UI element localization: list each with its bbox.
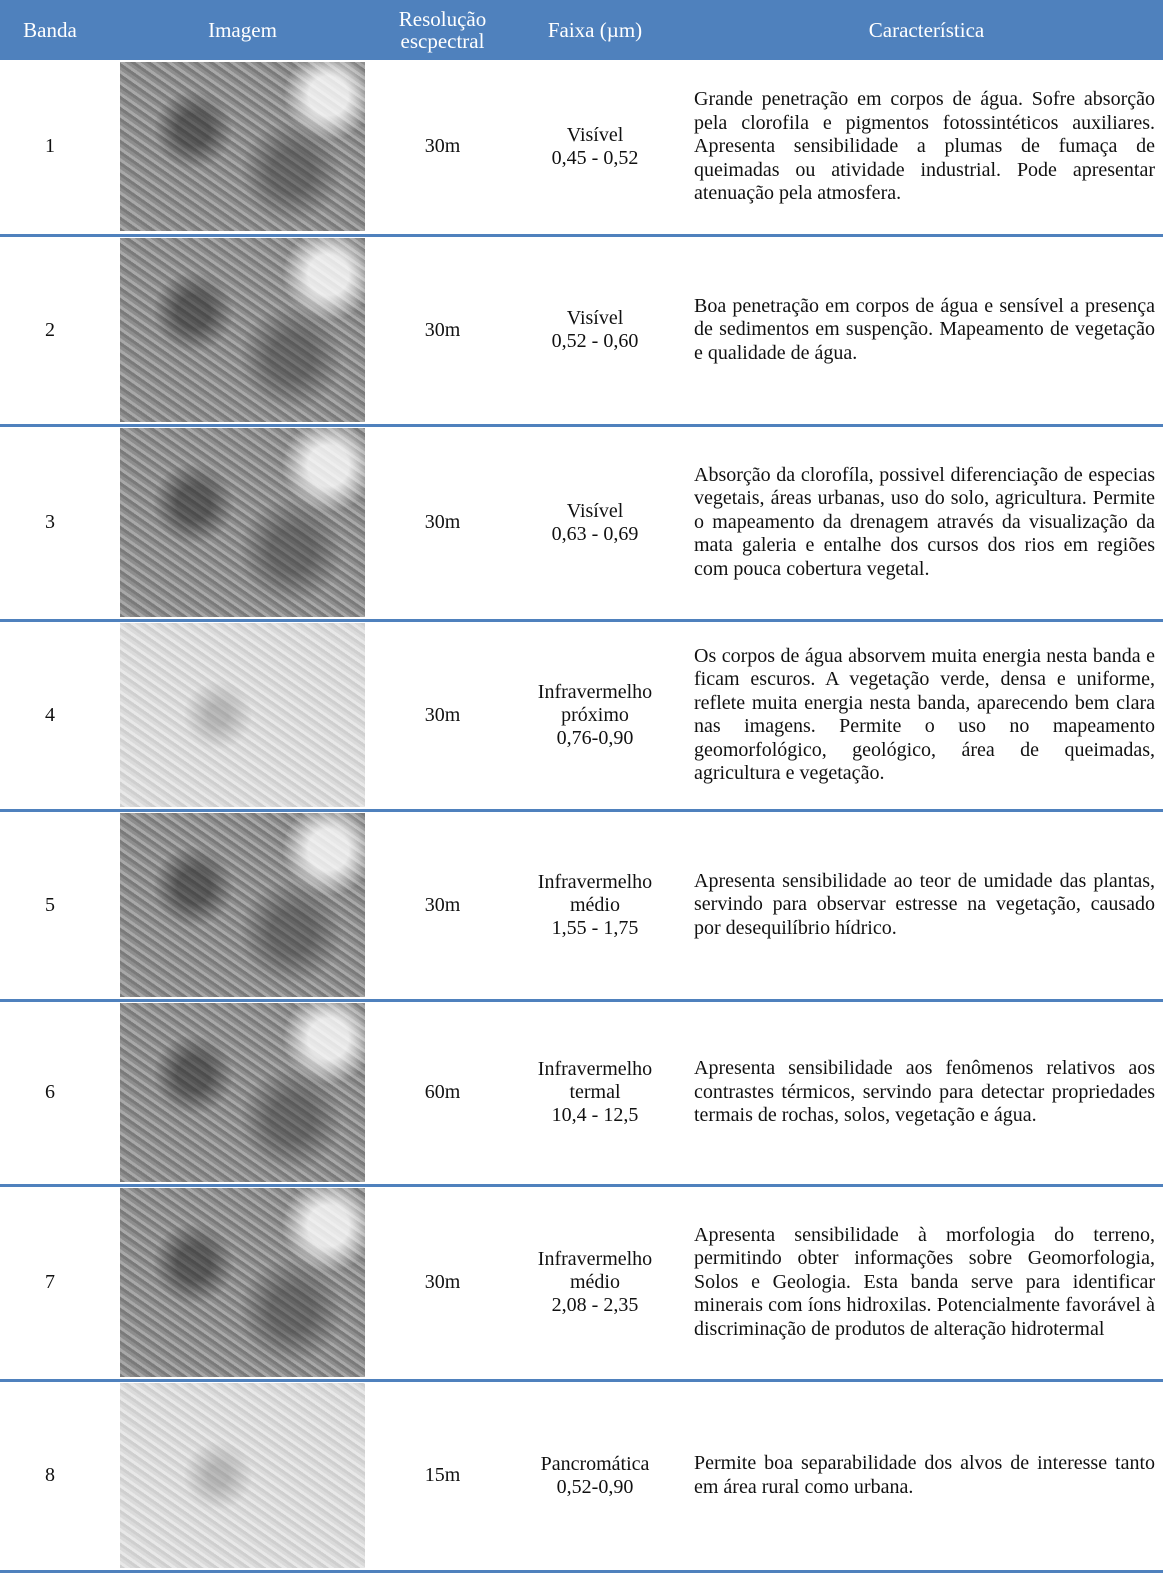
range-cell: Infravermelho médio 1,55 - 1,75 [500,810,690,1002]
image-cell [100,60,385,237]
satellite-image [120,238,365,422]
range-line: Infravermelho [537,870,653,893]
resolution-cell: 60m [385,1000,500,1187]
resolution-cell: 30m [385,235,500,427]
range-cell: Infravermelho termal 10,4 - 12,5 [500,1000,690,1187]
resolution-cell: 15m [385,1380,500,1573]
band-cell: 4 [0,620,100,812]
range-line: médio [570,893,620,916]
image-cell [100,620,385,812]
range-line: 10,4 - 12,5 [551,1104,639,1126]
range-cell: Visível 0,52 - 0,60 [500,235,690,427]
band-cell: 8 [0,1380,100,1573]
table-row: 6 60m Infravermelho termal 10,4 - 12,5 Aprese… [0,1000,1163,1187]
band-cell: 2 [0,235,100,427]
range-line: 1,55 - 1,75 [551,916,639,939]
satellite-image [120,623,365,807]
band-cell: 7 [0,1185,100,1382]
satellite-image [120,62,365,232]
table-row: 8 15m Pancromática 0,52-0,90 Permite boa sep… [0,1380,1163,1573]
resolution-cell: 30m [385,425,500,622]
band-cell: 1 [0,60,100,237]
image-cell [100,1380,385,1573]
description-cell: Absorção da clorofíla, possivel diferenc… [690,425,1163,622]
range-line: Pancromática [540,1452,650,1475]
table-row: 3 30m Visível 0,63 - 0,69 Absorção da clorof… [0,425,1163,622]
range-line: próximo [561,703,629,726]
range-cell: Infravermelho médio 2,08 - 2,35 [500,1185,690,1382]
resolution-cell: 30m [385,620,500,812]
table-row: 2 30m Visível 0,52 - 0,60 Boa penetração em … [0,235,1163,427]
description-cell: Os corpos de água absorvem muita energia… [690,620,1163,812]
band-cell: 3 [0,425,100,622]
resolution-cell: 30m [385,60,500,237]
range-line: 0,63 - 0,69 [551,522,639,545]
header-cell: Banda [0,0,100,60]
image-cell [100,1185,385,1382]
range-cell: Visível 0,63 - 0,69 [500,425,690,622]
resolution-cell: 30m [385,810,500,1002]
header-cell: Resolução escpectral [385,0,500,60]
range-line: 0,45 - 0,52 [551,146,639,169]
satellite-image [120,1188,365,1377]
range-line: termal [569,1081,621,1103]
description-cell: Apresenta sensibilidade aos fenômenos re… [690,1000,1163,1187]
header-cell: Imagem [100,0,385,60]
range-line: Visível [566,123,624,146]
range-line: médio [570,1271,620,1293]
table-body: 1 30m Visível 0,45 - 0,52 Grande penetração … [0,60,1163,1573]
image-cell [100,1000,385,1187]
table-row: 1 30m Visível 0,45 - 0,52 Grande penetração … [0,60,1163,237]
description-cell: Grande penetração em corpos de água. Sof… [690,60,1163,237]
resolution-cell: 30m [385,1185,500,1382]
description-cell: Permite boa separabilidade dos alvos de … [690,1380,1163,1573]
satellite-image [120,428,365,617]
image-cell [100,235,385,427]
satellite-image [120,1003,365,1182]
band-cell: 5 [0,810,100,1002]
range-line: 0,76-0,90 [556,726,634,749]
header-cell: Faixa (µm) [500,0,690,60]
description-cell: Apresenta sensibilidade ao teor de umida… [690,810,1163,1002]
satellite-image [120,813,365,997]
image-cell [100,425,385,622]
band-cell: 6 [0,1000,100,1187]
range-line: Visível [566,499,624,522]
description-cell: Boa penetração em corpos de água e sensí… [690,235,1163,427]
range-line: Visível [566,307,624,329]
range-line: Infravermelho [537,1248,653,1270]
table-row: 5 30m Infravermelho médio 1,55 - 1,75 Apresen… [0,810,1163,1002]
satellite-image [120,1383,365,1568]
range-cell: Pancromática 0,52-0,90 [500,1380,690,1573]
range-cell: Visível 0,45 - 0,52 [500,60,690,237]
header-row: Banda Imagem Resolução escpectral Faixa (µm… [0,0,1163,60]
description-cell: Apresenta sensibilidade à morfologia do … [690,1185,1163,1382]
header-cell: Característica [690,0,1163,60]
range-cell: Infravermelho próximo 0,76-0,90 [500,620,690,812]
range-line: Infravermelho [537,680,653,703]
table-row: 7 30m Infravermelho médio 2,08 - 2,35 Apresen… [0,1185,1163,1382]
table-row: 4 30m Infravermelho próximo 0,76-0,90 Os corp… [0,620,1163,812]
range-line: 0,52-0,90 [556,1475,634,1498]
range-line: 2,08 - 2,35 [551,1294,639,1316]
image-cell [100,810,385,1002]
range-line: Infravermelho [537,1058,653,1080]
range-line: 0,52 - 0,60 [551,330,639,352]
